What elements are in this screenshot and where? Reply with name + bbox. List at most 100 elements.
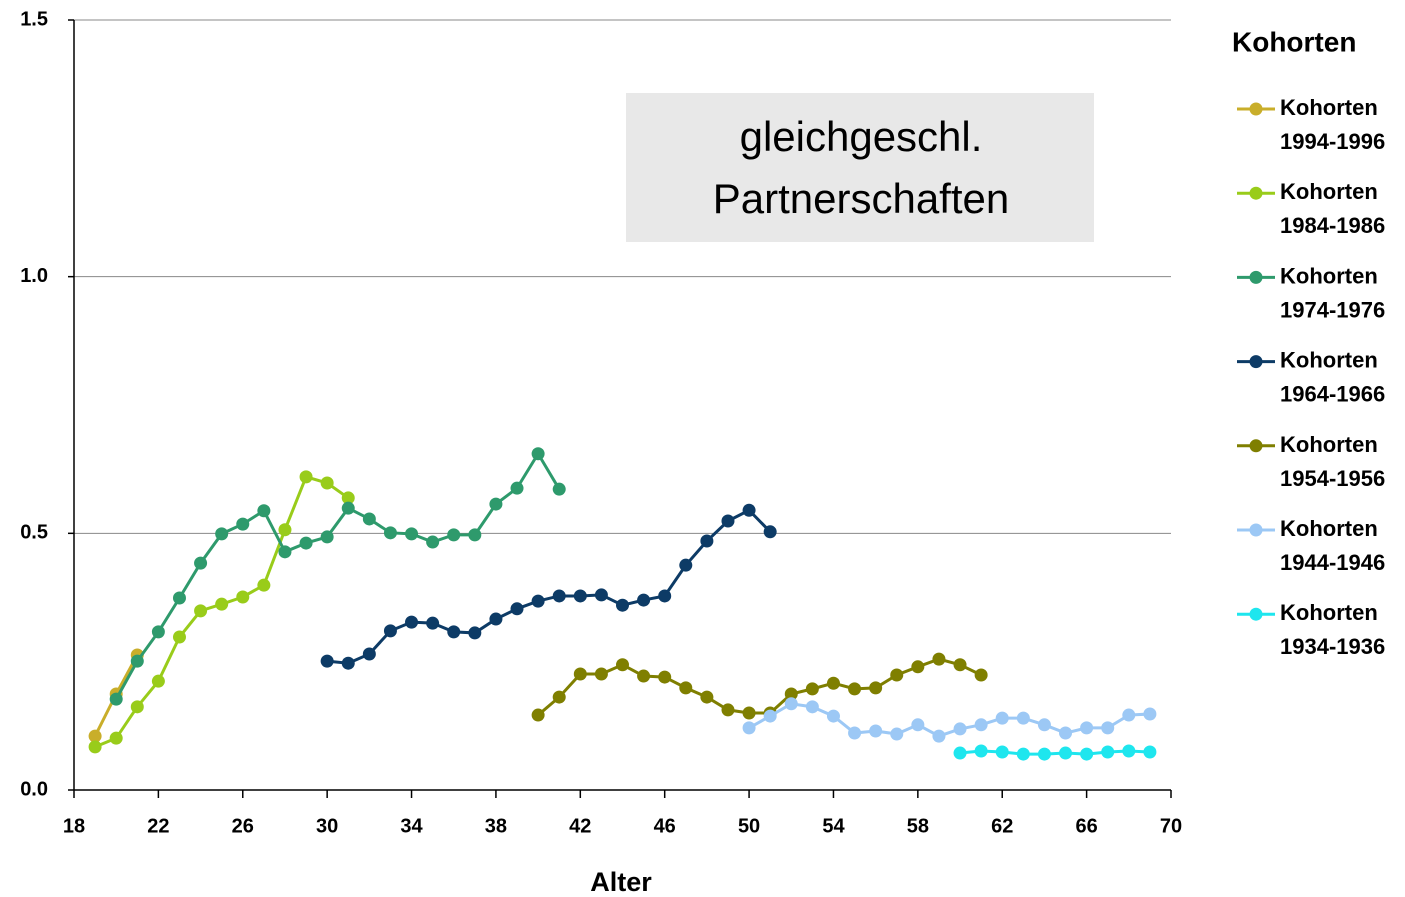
data-point <box>194 556 208 570</box>
data-point <box>299 470 313 484</box>
data-point <box>341 491 355 505</box>
data-point <box>552 589 566 603</box>
data-point <box>742 721 756 735</box>
legend-marker <box>1249 607 1263 621</box>
legend-marker <box>1249 439 1263 453</box>
series-line <box>327 508 772 665</box>
data-point <box>953 746 967 760</box>
data-point <box>88 740 102 754</box>
data-point <box>995 711 1009 725</box>
x-tick-label: 54 <box>822 815 845 837</box>
legend-marker <box>1249 186 1263 200</box>
data-point <box>700 690 714 704</box>
annotation: Partnerschaften <box>713 175 1010 222</box>
x-tick-label: 66 <box>1075 815 1097 837</box>
y-tick-label: 0.0 <box>20 778 48 800</box>
data-point <box>974 744 988 758</box>
data-point <box>1101 721 1115 735</box>
data-point <box>552 482 566 496</box>
data-point <box>953 722 967 736</box>
series-line <box>959 749 1150 756</box>
data-point <box>383 526 397 540</box>
data-point <box>405 615 419 629</box>
data-point <box>911 660 925 674</box>
data-point <box>721 703 735 717</box>
y-tick-label: 0.5 <box>20 522 48 544</box>
data-point <box>383 624 397 638</box>
data-point <box>194 604 208 618</box>
data-point <box>109 692 123 706</box>
series-line <box>114 450 561 700</box>
data-point <box>468 626 482 640</box>
data-point <box>594 667 608 681</box>
data-point <box>974 718 988 732</box>
legend-label: Kohorten 1994-1996 <box>1280 95 1385 154</box>
x-tick-label: 34 <box>400 815 423 837</box>
data-point <box>1016 747 1030 761</box>
data-point <box>489 612 503 626</box>
data-point <box>995 745 1009 759</box>
series-line <box>537 657 982 717</box>
data-point <box>236 590 250 604</box>
x-tick-label: 50 <box>738 815 760 837</box>
data-point <box>869 681 883 695</box>
data-point <box>172 591 186 605</box>
x-tick-label: 26 <box>232 815 254 837</box>
data-point <box>932 729 946 743</box>
data-point <box>573 589 587 603</box>
legend-label: Kohorten 1964-1966 <box>1280 347 1385 406</box>
data-point <box>215 527 229 541</box>
data-point <box>953 658 967 672</box>
data-point <box>742 706 756 720</box>
data-point <box>320 476 334 490</box>
data-point <box>1080 747 1094 761</box>
y-tick-label: 1.5 <box>20 8 48 30</box>
legend-label: Kohorten 1984-1986 <box>1280 179 1385 238</box>
data-point <box>1122 744 1136 758</box>
x-tick-label: 62 <box>991 815 1013 837</box>
data-point <box>763 709 777 723</box>
legend-label: Kohorten 1954-1956 <box>1280 432 1385 491</box>
data-point <box>679 558 693 572</box>
data-point <box>362 512 376 526</box>
data-point <box>1122 708 1136 722</box>
data-point <box>341 501 355 515</box>
data-point <box>1059 746 1073 760</box>
legend-marker <box>1249 523 1263 537</box>
data-point <box>236 517 250 531</box>
data-point <box>679 681 693 695</box>
x-tick-label: 46 <box>654 815 676 837</box>
x-tick-label: 70 <box>1160 815 1182 837</box>
data-point <box>447 528 461 542</box>
data-point <box>637 593 651 607</box>
data-point <box>552 690 566 704</box>
data-point <box>531 708 545 722</box>
legend-marker <box>1249 102 1263 116</box>
data-point <box>299 536 313 550</box>
data-point <box>932 652 946 666</box>
data-point <box>426 616 440 630</box>
x-tick-label: 38 <box>485 815 507 837</box>
data-point <box>109 731 123 745</box>
data-point <box>890 727 904 741</box>
data-point <box>257 578 271 592</box>
data-point <box>1101 745 1115 759</box>
data-point <box>1037 718 1051 732</box>
data-point <box>763 525 777 539</box>
data-point <box>721 514 735 528</box>
x-tick-label: 22 <box>147 815 169 837</box>
legend-label: Kohorten 1974-1976 <box>1280 263 1385 322</box>
x-tick-label: 58 <box>907 815 929 837</box>
data-point <box>1016 711 1030 725</box>
data-point <box>784 687 798 701</box>
data-point <box>700 534 714 548</box>
legend-marker <box>1249 270 1263 284</box>
data-point <box>573 667 587 681</box>
data-point <box>362 647 376 661</box>
data-point <box>974 668 988 682</box>
data-point <box>848 726 862 740</box>
data-point <box>805 700 819 714</box>
data-point <box>1037 747 1051 761</box>
data-point <box>130 654 144 668</box>
data-point <box>658 589 672 603</box>
